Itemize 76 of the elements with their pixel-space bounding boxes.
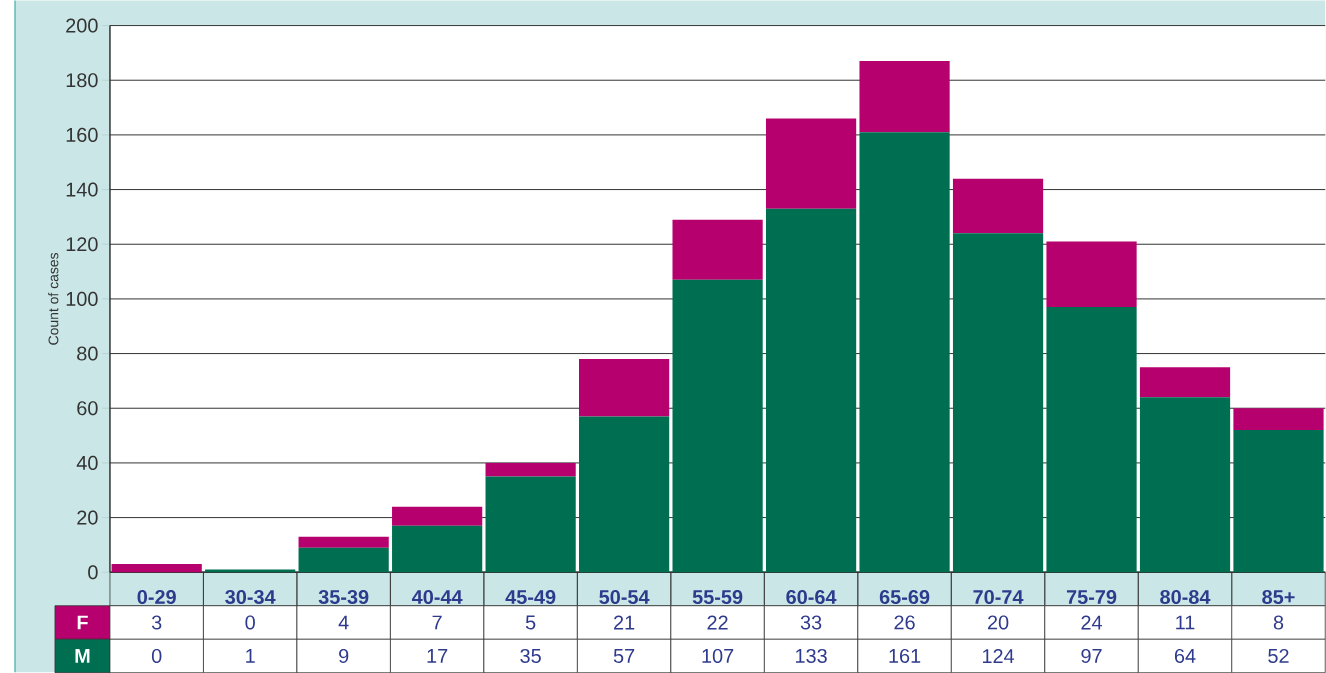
- x-tick-label: 65-69: [879, 589, 930, 604]
- bar: [1046, 307, 1137, 573]
- text: M: [75, 649, 90, 663]
- y-tick-label: 200: [66, 18, 98, 33]
- y-tick-label: 120: [66, 237, 98, 252]
- x-tick-label: 75-79: [1066, 589, 1117, 604]
- data-label: 9: [339, 648, 349, 663]
- data-label: 17: [427, 649, 448, 663]
- x-tick-label: 35-39: [318, 589, 369, 604]
- bar: [298, 536, 389, 548]
- y-tick-label: 160: [66, 127, 98, 142]
- data-label: 24: [1081, 615, 1103, 630]
- bar: [111, 564, 202, 573]
- data-label: 22: [707, 615, 728, 630]
- y-tick-label: 180: [66, 73, 98, 88]
- bar: [485, 476, 576, 573]
- x-tick-label: 80-84: [1160, 589, 1211, 604]
- data-label: 52: [1268, 648, 1289, 663]
- y-tick-label: 40: [76, 455, 98, 470]
- bar: [1233, 430, 1324, 573]
- x-tick-label: 40-44: [411, 589, 463, 604]
- data-label: 5: [525, 615, 536, 630]
- bar: [579, 416, 670, 573]
- bar: [485, 462, 576, 477]
- data-label: 11: [1176, 615, 1195, 630]
- bar: [672, 219, 763, 280]
- data-label: 57: [613, 648, 635, 663]
- data-label: 0: [151, 648, 162, 663]
- data-label: 35: [520, 648, 541, 663]
- x-tick-label: 70-74: [973, 589, 1024, 604]
- bar: [859, 61, 950, 133]
- x-tick-label: 30-34: [225, 589, 276, 604]
- x-tick-label: 60-64: [786, 589, 837, 604]
- data-label: 161: [889, 648, 921, 663]
- bar: [952, 178, 1044, 234]
- y-tick-label: 60: [77, 401, 98, 416]
- bar: [1139, 397, 1231, 573]
- data-label: 4: [338, 615, 349, 630]
- data-label: 133: [795, 648, 827, 663]
- data-label: 21: [614, 615, 635, 630]
- bar: [859, 132, 950, 573]
- x-tick-label: 0-29: [137, 589, 176, 604]
- y-tick-label: 20: [77, 510, 98, 525]
- data-label: 0: [245, 615, 255, 630]
- data-label: 64: [1174, 648, 1196, 663]
- data-label: 20: [987, 615, 1009, 630]
- data-label: 33: [800, 615, 822, 630]
- data-label: 7: [432, 615, 442, 630]
- bar: [392, 525, 483, 573]
- bar: [952, 233, 1044, 573]
- bar: [1046, 241, 1137, 308]
- y-tick-label: 0: [88, 565, 98, 580]
- bar: [765, 118, 857, 209]
- y-axis-title: Count of cases: [48, 252, 59, 345]
- y-tick-label: 100: [66, 291, 98, 306]
- data-label: 97: [1081, 648, 1102, 663]
- data-label: 107: [702, 648, 734, 663]
- text: F: [77, 615, 88, 630]
- bar: [1139, 367, 1231, 398]
- bar: [765, 208, 857, 573]
- bar: [392, 506, 483, 526]
- bar: [672, 279, 763, 573]
- x-tick-label: 45-49: [505, 589, 556, 604]
- bar: [1233, 408, 1324, 431]
- data-label: 124: [982, 648, 1015, 663]
- y-tick-label: 80: [77, 346, 98, 361]
- x-tick-label: 50-54: [599, 589, 650, 604]
- bar: [298, 547, 389, 573]
- data-label: 1: [246, 649, 255, 663]
- bar: [579, 359, 670, 417]
- data-label: 8: [1273, 615, 1284, 630]
- data-label: 26: [894, 615, 915, 630]
- y-tick-label: 140: [66, 182, 98, 197]
- x-tick-label: 55-59: [692, 589, 743, 604]
- data-label: 3: [151, 615, 162, 630]
- x-tick-label: 85+: [1262, 589, 1295, 604]
